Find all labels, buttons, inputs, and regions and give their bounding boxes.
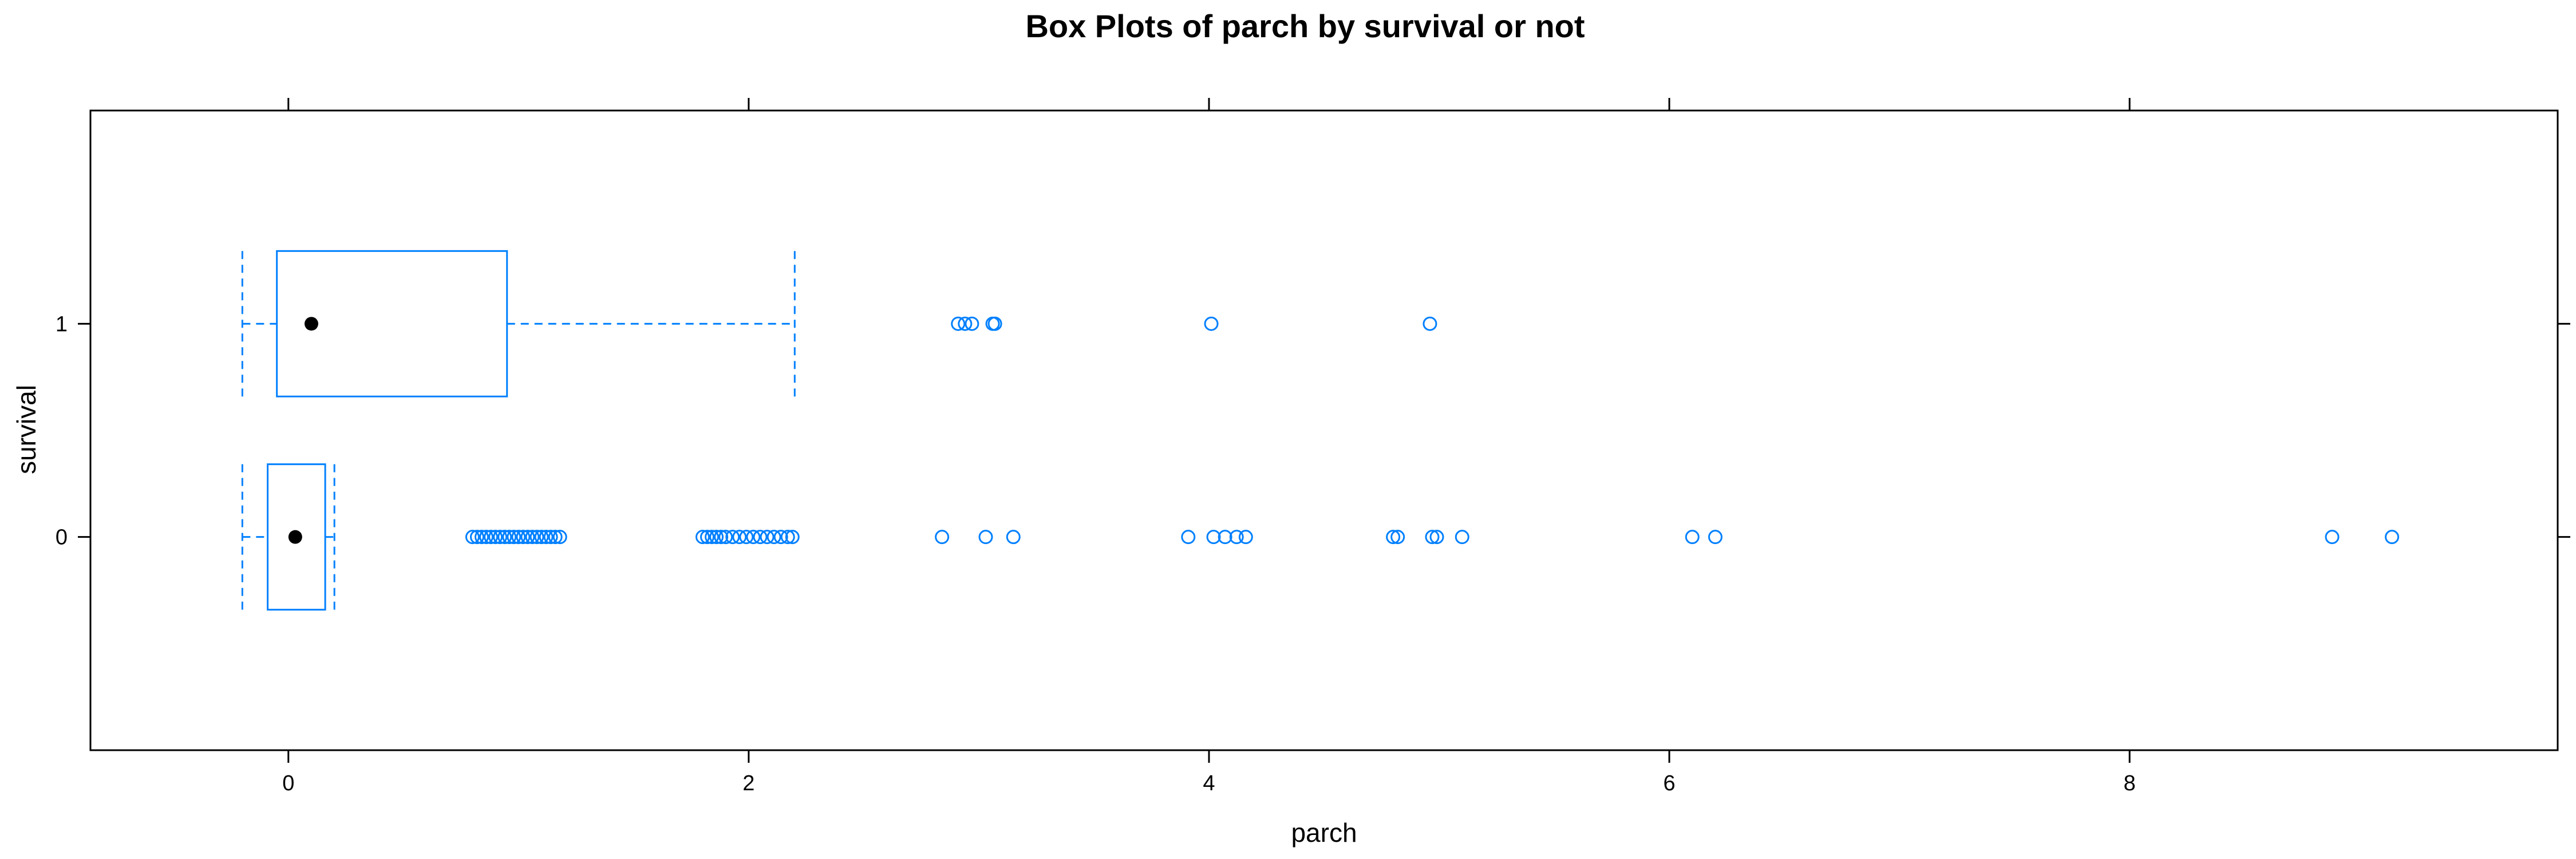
outlier-point — [465, 530, 480, 545]
outlier-point — [469, 530, 484, 545]
outlier-point — [1006, 530, 1021, 545]
outlier-point — [488, 530, 503, 545]
outlier-point — [739, 530, 754, 545]
outlier-point — [502, 530, 517, 545]
outlier-point — [951, 316, 966, 331]
outlier-point — [474, 530, 489, 545]
outlier-point — [1455, 530, 1469, 545]
outlier-point — [525, 530, 540, 545]
outlier-point — [709, 530, 724, 545]
outlier-point — [479, 530, 494, 545]
outlier-point — [785, 530, 800, 545]
outlier-point — [520, 530, 535, 545]
outlier-point — [1425, 530, 1440, 545]
outlier-point — [1708, 530, 1722, 545]
x-tick-label: 8 — [2124, 771, 2136, 795]
outlier-point — [1390, 530, 1405, 545]
outlier-point — [965, 316, 979, 331]
x-tick-label: 0 — [282, 771, 294, 795]
outlier-point — [753, 530, 768, 545]
outlier-point — [530, 530, 544, 545]
outlier-point — [714, 530, 729, 545]
chart-title: Box Plots of parch by survival or not — [1025, 8, 1585, 44]
box-plot-group-0 — [241, 463, 2400, 611]
y-axis-label: survival — [11, 385, 41, 474]
outlier-point — [935, 530, 950, 545]
outlier-point — [780, 530, 795, 545]
outlier-point — [1204, 316, 1219, 331]
outlier-point — [2325, 530, 2340, 545]
outlier-point — [958, 316, 973, 331]
outlier-point — [484, 530, 499, 545]
outlier-point — [1429, 530, 1444, 545]
box-iqr — [276, 250, 508, 397]
outlier-point — [543, 530, 558, 545]
outlier-point — [746, 530, 761, 545]
outlier-point — [767, 530, 781, 545]
outlier-point — [497, 530, 512, 545]
outlier-point — [2385, 530, 2400, 545]
outlier-point — [552, 530, 567, 545]
x-tick-label: 4 — [1203, 771, 1215, 795]
median-dot — [288, 530, 302, 544]
outlier-point — [534, 530, 549, 545]
outlier-point — [1181, 530, 1196, 545]
outlier-point — [773, 530, 788, 545]
outlier-point — [493, 530, 508, 545]
outlier-point — [1386, 530, 1401, 545]
outlier-point — [539, 530, 554, 545]
outlier-point — [978, 530, 993, 545]
y-tick-label: 1 — [56, 312, 68, 336]
outlier-point — [695, 530, 710, 545]
x-tick-label: 2 — [742, 771, 754, 795]
outlier-point — [507, 530, 521, 545]
outlier-point — [760, 530, 775, 545]
box-plot-marks — [241, 250, 2400, 611]
x-axis-ticks: 0 2 4 6 8 — [282, 98, 2136, 795]
median-dot — [304, 317, 318, 331]
outlier-point — [516, 530, 531, 545]
outlier-point — [705, 530, 720, 545]
outlier-point — [1229, 530, 1244, 545]
outlier-point — [1423, 316, 1437, 331]
outlier-point — [548, 530, 563, 545]
outlier-point — [1238, 530, 1253, 545]
y-tick-label: 0 — [56, 526, 68, 550]
x-tick-label: 6 — [1664, 771, 1676, 795]
outlier-point — [1218, 530, 1232, 545]
outlier-point — [718, 530, 733, 545]
outlier-point — [511, 530, 526, 545]
outlier-point — [700, 530, 714, 545]
x-axis-label: parch — [1291, 818, 1357, 848]
outlier-point — [725, 530, 740, 545]
outlier-point — [732, 530, 747, 545]
plot-frame — [89, 109, 2559, 751]
outlier-point — [987, 316, 1002, 331]
outlier-point — [1206, 530, 1221, 545]
outlier-point — [1685, 530, 1700, 545]
y-axis-ticks: 01 — [56, 312, 2570, 550]
box-plot-group-1 — [241, 250, 1437, 397]
box-iqr — [267, 463, 326, 611]
